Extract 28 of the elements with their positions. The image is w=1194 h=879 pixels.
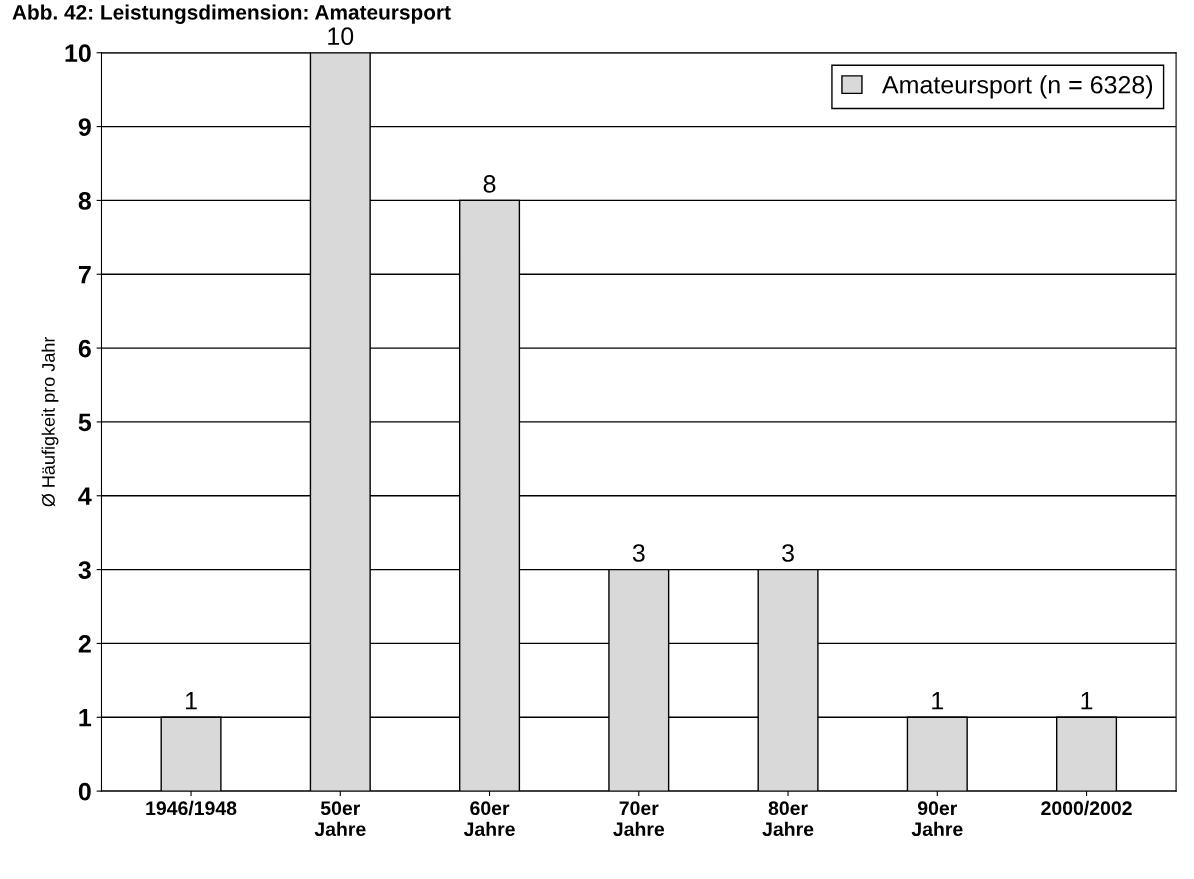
y-axis-title: Ø Häufigkeit pro Jahr <box>41 336 59 507</box>
y-tick-label: 8 <box>78 192 91 210</box>
x-tick-label: 2000/2002 <box>1041 800 1132 816</box>
x-tick-label: 80er Jahre <box>762 801 814 837</box>
y-tick-label: 6 <box>78 339 91 358</box>
data-label: 3 <box>632 544 645 562</box>
x-tick-label: 60er Jahre <box>463 801 515 837</box>
data-label: 1 <box>186 692 197 710</box>
y-tick-label: 5 <box>78 413 92 432</box>
y-tick-label: 0 <box>78 782 91 801</box>
y-tick-label: 3 <box>78 561 91 579</box>
y-tick-label: 1 <box>79 709 92 727</box>
y-tick-label: 10 <box>65 44 91 63</box>
y-tick-label: 7 <box>78 266 91 284</box>
data-label: 8 <box>483 174 496 193</box>
y-tick-label: 9 <box>78 118 91 136</box>
data-label: 1 <box>1081 692 1093 710</box>
x-tick-label: 50er Jahre <box>314 801 366 837</box>
data-label: 10 <box>328 27 354 46</box>
data-label: 1 <box>932 692 944 710</box>
chart-title: Abb. 42: Leistungsdimension: Amateursport <box>12 4 451 24</box>
x-tick-label: 1946/1948 <box>146 800 237 816</box>
y-tick-label: 4 <box>78 487 92 505</box>
x-tick-label: 70er Jahre <box>613 801 665 837</box>
data-label: 3 <box>782 544 794 562</box>
legend-label: Amateursport (n = 6328) <box>881 75 1153 99</box>
y-tick-label: 2 <box>78 635 91 653</box>
x-tick-label: 90er Jahre <box>911 801 963 837</box>
